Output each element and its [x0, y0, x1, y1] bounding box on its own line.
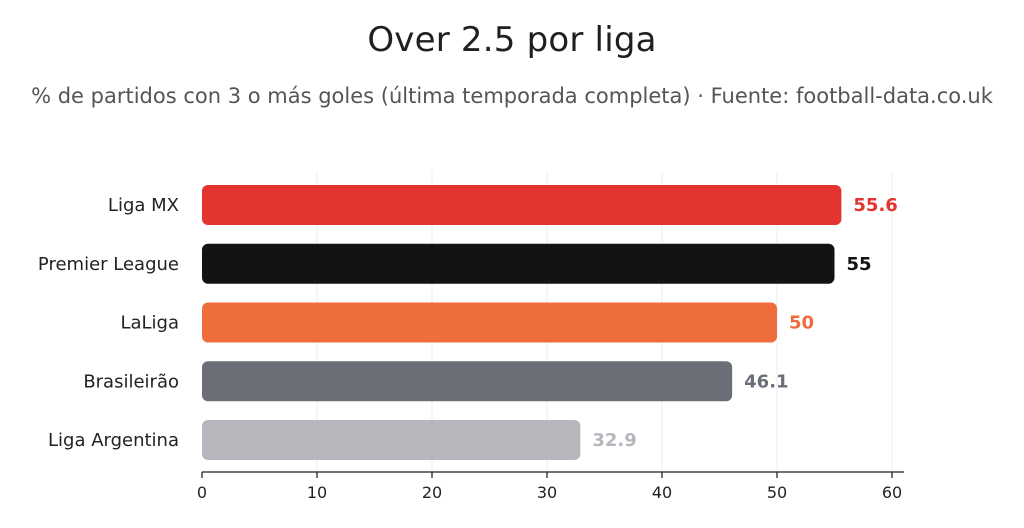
category-label: Liga Argentina	[48, 430, 179, 451]
x-tick-label: 20	[422, 483, 442, 502]
x-tick-label: 30	[537, 483, 557, 502]
bar-1	[202, 243, 835, 284]
category-label: LaLiga	[120, 313, 179, 334]
category-label: Premier League	[38, 254, 179, 275]
bar-0	[202, 185, 842, 225]
category-label: Liga MX	[108, 195, 179, 216]
x-tick-label: 50	[767, 483, 787, 502]
value-label: 46.1	[744, 371, 788, 392]
bars	[202, 185, 842, 460]
value-label: 55.6	[853, 195, 897, 216]
chart-title: Over 2.5 por liga	[367, 20, 657, 60]
value-labels: 55.6 55 50 46.1 32.9	[592, 195, 897, 451]
bar-4	[202, 420, 581, 460]
category-labels: Liga MX Premier League LaLiga Brasileirão Li…	[38, 195, 179, 451]
x-axis: 0 10 20 30 40 50 60	[197, 471, 904, 502]
x-tick-label: 60	[882, 483, 902, 502]
x-tick-label: 0	[197, 483, 207, 502]
bar-3	[202, 361, 733, 402]
x-tick-label: 10	[307, 483, 327, 502]
chart-subtitle: % de partidos con 3 o más goles (última …	[31, 84, 993, 108]
x-tick-label: 40	[652, 483, 672, 502]
value-label: 55	[847, 254, 872, 275]
category-label: Brasileirão	[83, 371, 179, 392]
value-label: 32.9	[592, 430, 636, 451]
value-label: 50	[789, 313, 814, 334]
bar-2	[202, 302, 777, 343]
